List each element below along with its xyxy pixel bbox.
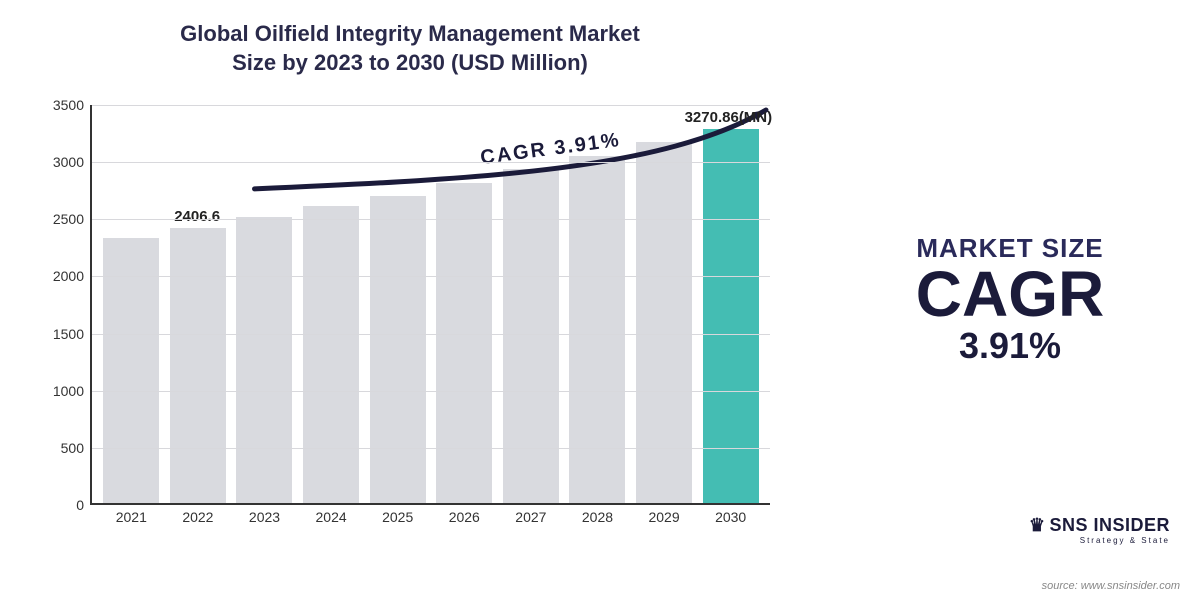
x-tick-label: 2030 — [703, 509, 759, 525]
plot-area: 2021202220232024202520262027202820292030… — [90, 105, 770, 505]
chart-title-line2: Size by 2023 to 2030 (USD Million) — [10, 49, 810, 78]
x-tick-label: 2024 — [303, 509, 359, 525]
value-label-2022: 2406.6 — [174, 208, 220, 225]
cagr-percent: 3.91% — [959, 325, 1061, 367]
y-tick-label: 3000 — [53, 154, 92, 170]
grid-line — [92, 391, 770, 392]
value-label-2030: 3270.86(MN) — [685, 109, 773, 126]
x-tick-label: 2025 — [370, 509, 426, 525]
bar — [303, 206, 359, 503]
grid-line — [92, 276, 770, 277]
x-tick-label: 2026 — [436, 509, 492, 525]
x-tick-label: 2029 — [636, 509, 692, 525]
right-panel: MARKET SIZE CAGR 3.91% ♛SNS INSIDER Stra… — [820, 0, 1200, 600]
y-tick-label: 2500 — [53, 211, 92, 227]
y-tick-label: 0 — [76, 497, 92, 513]
chess-icon: ♛ — [1029, 515, 1046, 536]
x-tick-label: 2023 — [236, 509, 292, 525]
grid-line — [92, 105, 770, 106]
bar — [436, 183, 492, 503]
grid-line — [92, 448, 770, 449]
y-tick-label: 2000 — [53, 268, 92, 284]
x-tick-label: 2028 — [569, 509, 625, 525]
grid-line — [92, 162, 770, 163]
source-attribution: source: www.snsinsider.com — [1042, 580, 1180, 592]
grid-line — [92, 334, 770, 335]
x-tick-label: 2022 — [170, 509, 226, 525]
bar — [103, 238, 159, 503]
brand-logo: ♛SNS INSIDER Strategy & State — [1029, 515, 1170, 545]
chart-title-line1: Global Oilfield Integrity Management Mar… — [10, 20, 810, 49]
bar — [370, 196, 426, 503]
chart-title: Global Oilfield Integrity Management Mar… — [10, 20, 810, 77]
y-tick-label: 1500 — [53, 326, 92, 342]
x-tick-label: 2027 — [503, 509, 559, 525]
logo-text: ♛SNS INSIDER — [1029, 515, 1170, 536]
y-tick-label: 1000 — [53, 383, 92, 399]
x-axis-labels: 2021 2022 2023 2024 2025 2026 2027 2028 2029 2030 — [92, 503, 770, 525]
bar — [236, 217, 292, 503]
y-tick-label: 3500 — [53, 97, 92, 113]
bar — [569, 156, 625, 503]
page-container: Global Oilfield Integrity Management Mar… — [0, 0, 1200, 600]
bars-container — [92, 105, 770, 503]
cagr-big-text: CAGR — [916, 264, 1104, 325]
bar — [170, 228, 226, 503]
chart-panel: Global Oilfield Integrity Management Mar… — [0, 0, 820, 600]
y-tick-label: 500 — [61, 440, 92, 456]
x-tick-label: 2021 — [103, 509, 159, 525]
grid-line — [92, 219, 770, 220]
logo-tagline: Strategy & State — [1029, 536, 1170, 545]
